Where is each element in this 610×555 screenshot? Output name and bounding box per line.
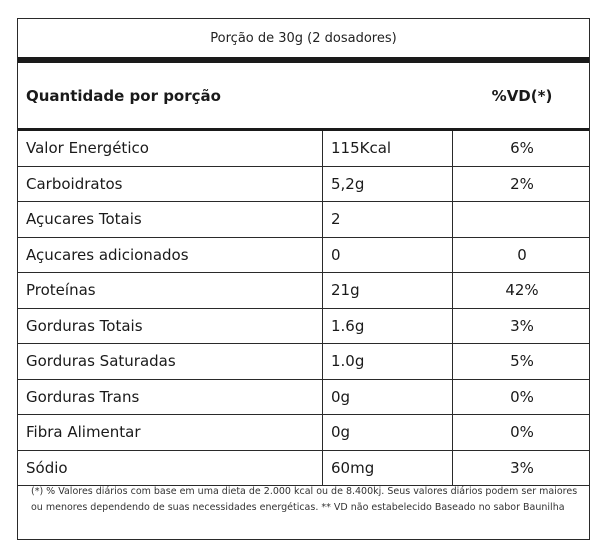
table-row: Proteínas 21g 42% bbox=[18, 273, 589, 309]
table-header: Quantidade por porção %VD(*) bbox=[18, 63, 589, 129]
nutrient-amount: 0 bbox=[322, 237, 452, 272]
table-row: Gorduras Trans 0g 0% bbox=[18, 379, 591, 415]
nutrient-name: Fibra Alimentar bbox=[26, 423, 141, 442]
table-row: Fibra Alimentar 0g 0% bbox=[18, 415, 589, 451]
nutrient-name: Valor Energético bbox=[26, 139, 149, 158]
nutrient-daily-value: 6% bbox=[452, 131, 591, 166]
nutrient-daily-value: 42% bbox=[452, 273, 591, 308]
table-row: Gorduras Saturadas 1.0g 5% bbox=[18, 344, 589, 380]
nutrient-amount: 115Kcal bbox=[322, 131, 452, 166]
nutrient-rows: Valor Energético 115Kcal 6% Carboidratos… bbox=[18, 131, 589, 486]
nutrient-daily-value: 0% bbox=[452, 415, 591, 450]
nutrient-amount: 21g bbox=[322, 273, 452, 308]
nutrient-amount: 0g bbox=[322, 379, 452, 414]
header-daily-value: %VD(*) bbox=[491, 87, 553, 105]
nutrient-amount: 1.6g bbox=[322, 308, 452, 343]
nutrient-name: Gorduras Saturadas bbox=[26, 352, 176, 371]
nutrient-name: Gorduras Totais bbox=[26, 316, 143, 335]
table-row: Gorduras Totais 1.6g 3% bbox=[18, 308, 591, 344]
nutrient-amount: 60mg bbox=[322, 450, 452, 485]
nutrient-name: Carboidratos bbox=[26, 174, 123, 193]
nutrient-daily-value: 0% bbox=[452, 379, 591, 414]
nutrient-amount: 2 bbox=[322, 202, 452, 237]
nutrient-daily-value bbox=[452, 202, 591, 237]
header-amount-per-serving: Quantidade por porção bbox=[26, 87, 221, 105]
nutrient-name: Açucares adicionados bbox=[26, 245, 189, 264]
nutrient-daily-value: 0 bbox=[452, 237, 591, 272]
thick-divider bbox=[18, 57, 589, 63]
nutrient-amount: 1.0g bbox=[322, 344, 452, 379]
nutrient-name: Sódio bbox=[26, 458, 68, 477]
footnote: (*) % Valores diários com base em uma di… bbox=[31, 486, 578, 513]
table-row: Carboidratos 5,2g 2% bbox=[18, 166, 591, 202]
serving-size: Porção de 30g (2 dosadores) bbox=[210, 30, 397, 46]
nutrient-amount: 5,2g bbox=[322, 166, 452, 201]
nutrient-amount: 0g bbox=[322, 415, 452, 450]
table-row: Açucares Totais 2 bbox=[18, 202, 589, 238]
table-row: Valor Energético 115Kcal 6% bbox=[18, 131, 589, 167]
nutrient-name: Gorduras Trans bbox=[26, 387, 140, 406]
nutrition-table: Porção de 30g (2 dosadores) Quantidade p… bbox=[17, 18, 590, 540]
nutrient-daily-value: 2% bbox=[452, 166, 591, 201]
header-divider bbox=[18, 128, 589, 131]
nutrient-daily-value: 3% bbox=[452, 308, 591, 343]
nutrient-name: Açucares Totais bbox=[26, 210, 142, 229]
nutrient-daily-value: 3% bbox=[452, 450, 591, 485]
table-row: Sódio 60mg 3% bbox=[18, 450, 591, 486]
nutrient-daily-value: 5% bbox=[452, 344, 591, 379]
table-row: Açucares adicionados 0 0 bbox=[18, 237, 591, 273]
nutrient-name: Proteínas bbox=[26, 281, 96, 300]
